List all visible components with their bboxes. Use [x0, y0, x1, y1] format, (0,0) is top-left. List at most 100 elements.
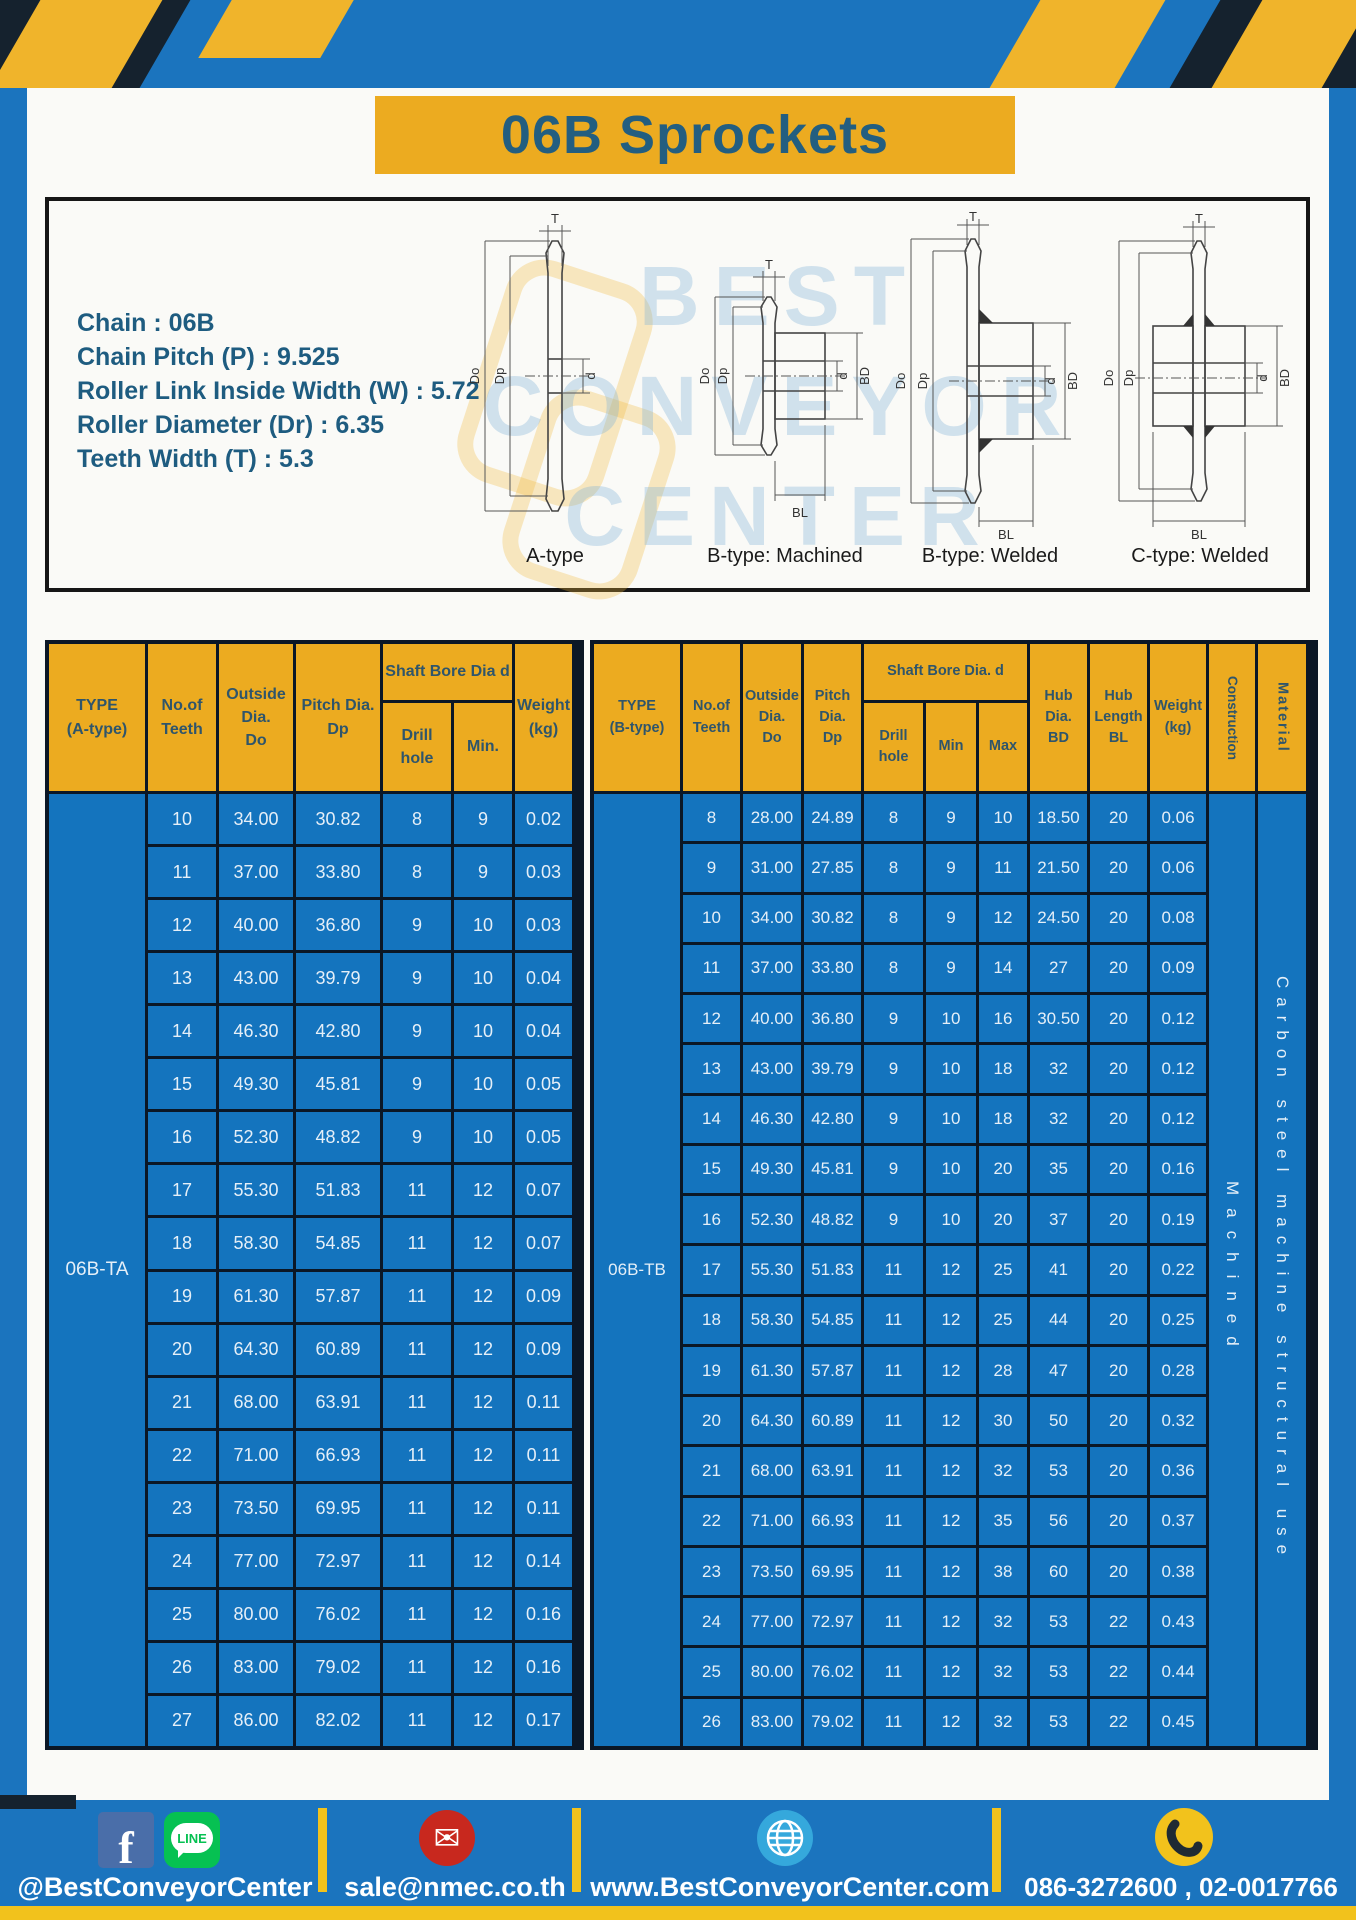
col-header-material: Material: [1258, 644, 1306, 791]
table-cell: 10: [683, 894, 740, 942]
email-text: sale@nmec.co.th: [344, 1872, 566, 1902]
table-cell: 41: [1030, 1246, 1087, 1294]
table-cell: 23: [683, 1547, 740, 1596]
table-cell: 10: [926, 1145, 976, 1194]
table-cell: 16: [979, 995, 1027, 1043]
table-cell: 25: [979, 1296, 1027, 1344]
table-cell: 0.43: [1150, 1598, 1206, 1646]
table-cell: 47: [1030, 1346, 1087, 1395]
table-cell: 24: [683, 1598, 740, 1646]
table-cell: 55.30: [219, 1165, 293, 1216]
table-cell: 0.09: [1150, 944, 1206, 993]
table-cell: 30: [979, 1397, 1027, 1445]
dim-label-d: d: [583, 372, 598, 379]
type-label-cell: 06B-TA: [49, 794, 145, 1746]
phone-handset-glyph: [1166, 1819, 1203, 1857]
table-cell: 11: [383, 1642, 451, 1693]
table-cell: 0.12: [1150, 1045, 1206, 1093]
table-cell: 71.00: [219, 1430, 293, 1481]
table-cell: 80.00: [743, 1648, 801, 1696]
table-cell: 9: [383, 900, 451, 951]
table-cell: 12: [148, 900, 216, 951]
table-cell: 71.00: [743, 1497, 801, 1545]
table-cell: 32: [979, 1447, 1027, 1495]
table-cell: 38: [979, 1547, 1027, 1596]
table-cell: 40.00: [219, 900, 293, 951]
dim-label-d: d: [835, 372, 850, 379]
table-b-sprockets: TYPE (B-type) No.of Teeth Outside Dia. D…: [590, 640, 1318, 1750]
table-cell: 10: [148, 794, 216, 845]
table-cell: 0.06: [1150, 794, 1206, 842]
table-cell: 12: [454, 1642, 512, 1693]
table-cell: 15: [148, 1059, 216, 1110]
table-cell: 15: [683, 1145, 740, 1194]
figure-b-type-machined: T Do Dp d BD BL B-type:: [680, 211, 890, 568]
line-app-icon: LINE: [164, 1812, 220, 1868]
dim-label-dp: Dp: [1121, 370, 1136, 387]
table-cell: 11: [864, 1598, 923, 1646]
table-cell: 77.00: [743, 1598, 801, 1646]
table-cell: 32: [1030, 1045, 1087, 1093]
table-cell: 8: [383, 794, 451, 845]
chain-specs: Chain : 06B Chain Pitch (P) : 9.525 Roll…: [77, 306, 480, 476]
table-cell: 21: [683, 1447, 740, 1495]
table-cell: 0.03: [515, 847, 572, 898]
table-cell: 10: [926, 1196, 976, 1244]
col-header-weight: Weight (kg): [515, 644, 572, 791]
table-cell: 11: [864, 1698, 923, 1746]
table-cell: 20: [1090, 1547, 1147, 1596]
table-cell: 11: [383, 1483, 451, 1534]
table-cell: 72.97: [804, 1598, 861, 1646]
dim-label-do: Do: [467, 368, 482, 385]
material-value-cell: Carbon steel machine structural use: [1258, 794, 1306, 1746]
table-cell: 54.85: [296, 1218, 380, 1269]
table-cell: 76.02: [296, 1589, 380, 1640]
table-cell: 12: [454, 1695, 512, 1746]
table-cell: 19: [148, 1271, 216, 1322]
c-type-welded-sprocket-drawing: T Do Dp d BD BL: [1101, 211, 1292, 541]
table-cell: 12: [454, 1483, 512, 1534]
table-cell: 53: [1030, 1598, 1087, 1646]
table-a-sprockets: TYPE (A-type) No.of Teeth Outside Dia. D…: [45, 640, 584, 1750]
table-cell: 53: [1030, 1648, 1087, 1696]
table-cell: 53: [1030, 1698, 1087, 1746]
table-cell: 12: [454, 1218, 512, 1269]
table-cell: 10: [926, 995, 976, 1043]
table-cell: 0.08: [1150, 894, 1206, 942]
table-cell: 12: [454, 1324, 512, 1375]
table-cell: 12: [926, 1698, 976, 1746]
table-cell: 11: [864, 1397, 923, 1445]
col-header-outside-dia: Outside Dia. Do: [219, 644, 293, 791]
table-cell: 50: [1030, 1397, 1087, 1445]
b-type-machined-sprocket-drawing: T Do Dp d BD BL: [697, 257, 872, 520]
table-cell: 45.81: [296, 1059, 380, 1110]
table-cell: 12: [454, 1165, 512, 1216]
table-cell: 60.89: [804, 1397, 861, 1445]
table-cell: 10: [454, 1112, 512, 1163]
table-cell: 36.80: [804, 995, 861, 1043]
table-cell: 39.79: [804, 1045, 861, 1093]
table-cell: 0.16: [1150, 1145, 1206, 1194]
table-cell: 10: [454, 1006, 512, 1057]
table-cell: 63.91: [804, 1447, 861, 1495]
table-cell: 25: [148, 1589, 216, 1640]
dim-label-do: Do: [697, 368, 712, 385]
table-cell: 30.50: [1030, 995, 1087, 1043]
watermark-line: BEST: [638, 249, 920, 343]
table-cell: 66.93: [804, 1497, 861, 1545]
table-cell: 10: [979, 794, 1027, 842]
table-cell: 8: [683, 794, 740, 842]
col-header-pitch-dia: Pitch Dia. Dp: [296, 644, 380, 791]
table-cell: 60.89: [296, 1324, 380, 1375]
spec-line-roller-diameter: Roller Diameter (Dr) : 6.35: [77, 411, 385, 439]
table-cell: 48.82: [296, 1112, 380, 1163]
table-cell: 9: [383, 1006, 451, 1057]
table-cell: 23: [148, 1483, 216, 1534]
table-cell: 69.95: [804, 1547, 861, 1596]
table-cell: 57.87: [296, 1271, 380, 1322]
dim-label-t: T: [551, 211, 559, 226]
table-cell: 35: [1030, 1145, 1087, 1194]
table-cell: 77.00: [219, 1536, 293, 1587]
table-cell: 11: [683, 944, 740, 993]
top-left-yellow-stripe-2: [198, 0, 354, 58]
